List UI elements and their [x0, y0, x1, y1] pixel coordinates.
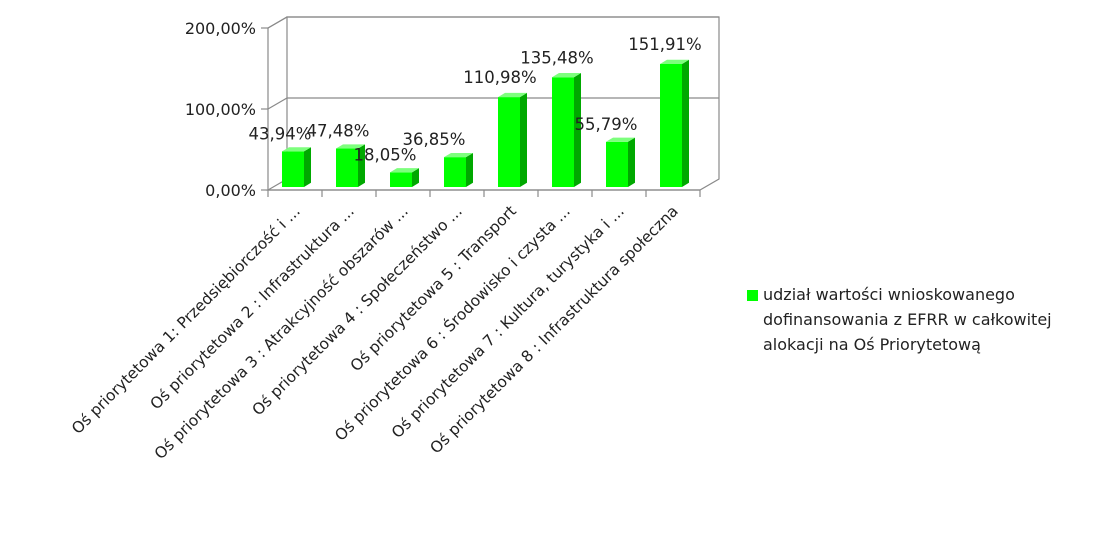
bar: [552, 73, 581, 187]
legend-label: udział wartości wnioskowanego dofinansow…: [763, 285, 1052, 354]
bar-side: [304, 147, 311, 187]
bar-side: [628, 137, 635, 187]
bar-top: [282, 147, 311, 152]
bar: [606, 137, 635, 187]
bar-top: [336, 144, 365, 149]
bar-top: [390, 168, 419, 173]
legend-swatch: [747, 290, 758, 301]
data-label: 151,91%: [628, 35, 701, 54]
bar-side: [520, 92, 527, 187]
bar: [336, 144, 365, 187]
data-label: 135,48%: [520, 48, 593, 67]
bar-front: [390, 172, 412, 187]
data-label: 110,98%: [463, 68, 536, 87]
bar-top: [498, 92, 527, 98]
bar-side: [574, 73, 581, 187]
bar: [498, 92, 527, 187]
bar: [444, 152, 473, 187]
y-tick-label: 100,00%: [185, 100, 256, 119]
bar-side: [412, 168, 419, 187]
bar-front: [336, 148, 358, 187]
bar-side: [466, 152, 473, 187]
data-labels: 43,94%47,48% 18,05%36,85% 110,98%135,48% 55…: [249, 35, 702, 164]
bar-top: [660, 59, 689, 64]
category-label: Oś priorytetowa 2 : Infrastruktura ...: [147, 202, 358, 413]
gridline: [267, 16, 719, 29]
bar-side: [358, 144, 365, 187]
bar: [390, 168, 419, 187]
bar-top: [606, 137, 635, 142]
y-tick-label: 200,00%: [185, 19, 256, 38]
legend: udział wartości wnioskowanego dofinansow…: [747, 282, 1107, 357]
bar-side: [682, 59, 689, 187]
category-label: Oś priorytetowa 8 : Infrastruktura społe…: [427, 202, 682, 457]
bar-front: [498, 97, 520, 187]
data-label: 18,05%: [354, 145, 417, 164]
y-axis-ticks: 0,00% 100,00% 200,00%: [185, 16, 719, 200]
bars: [282, 59, 689, 188]
bar-front: [282, 151, 304, 187]
bar-front: [606, 141, 628, 187]
gridline: [267, 97, 719, 110]
data-label: 55,79%: [575, 115, 638, 134]
bar-front: [552, 77, 574, 187]
bar-top: [552, 73, 581, 78]
y-tick-label: 0,00%: [205, 181, 256, 200]
bar: [660, 59, 689, 188]
category-label: Oś priorytetowa 3 : Atrakcyjność obszaró…: [151, 202, 412, 463]
category-labels: Oś priorytetowa 1: Przedsiębiorczość i .…: [68, 190, 701, 463]
bar-front: [444, 157, 466, 187]
data-label: 36,85%: [403, 130, 466, 149]
data-label: 47,48%: [307, 122, 370, 141]
bar: [282, 147, 311, 187]
data-label: 43,94%: [249, 124, 312, 143]
bar-top: [444, 152, 473, 158]
bar-front: [660, 63, 682, 188]
